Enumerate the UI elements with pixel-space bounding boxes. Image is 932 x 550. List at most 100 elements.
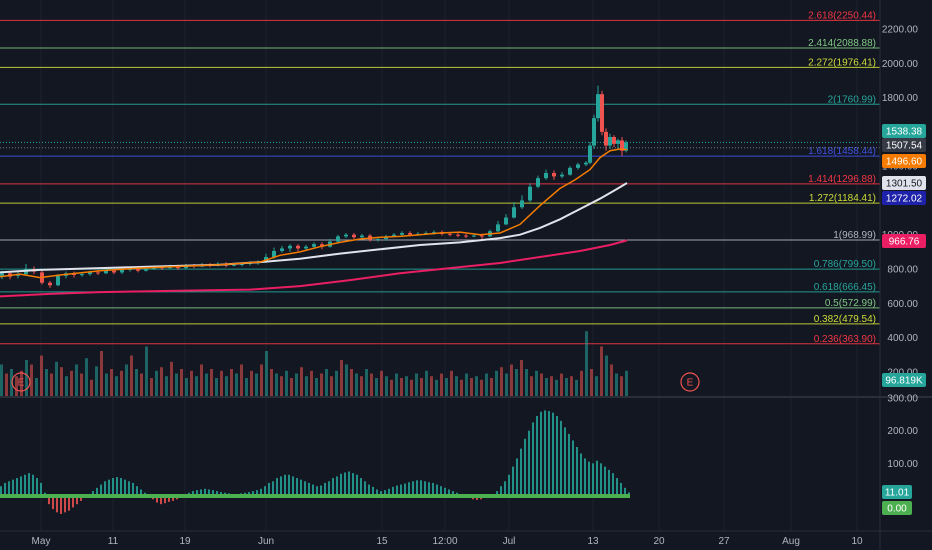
volume-bar (465, 373, 468, 396)
fib-level-label: 0.786(799.50) (814, 259, 876, 270)
oscillator-bar (396, 485, 398, 496)
volume-bar (20, 370, 23, 396)
volume-bar (280, 376, 283, 396)
volume-bar (180, 369, 183, 396)
volume-bar (215, 378, 218, 396)
fib-level-label: 0.5(572.99) (825, 298, 876, 309)
volume-bar (205, 373, 208, 396)
oscillator-bar (364, 481, 366, 496)
price-axis-label: 600.00 (887, 299, 918, 310)
time-axis-label: 11 (108, 536, 119, 547)
volume-bar (35, 378, 38, 396)
oscillator-bar (436, 484, 438, 496)
oscillator-bar (428, 482, 430, 496)
volume-bar (525, 369, 528, 396)
candle-body (312, 244, 316, 247)
oscillator-bar (576, 447, 578, 496)
volume-bar (5, 373, 8, 396)
time-axis-label: 27 (718, 536, 730, 547)
oscillator-bar (100, 484, 102, 496)
price-axis-label: 1800.00 (882, 93, 919, 104)
candle-body (596, 94, 600, 119)
volume-bar (590, 369, 593, 396)
oscillator-bar (584, 458, 586, 496)
oscillator-bar (444, 487, 446, 496)
candle-body (456, 234, 460, 236)
price-badge (882, 176, 926, 190)
oscillator-bar (504, 481, 506, 496)
volume-bar (365, 369, 368, 396)
volume-bar (375, 378, 378, 396)
volume-bar (60, 367, 63, 396)
candle-body (136, 269, 140, 271)
volume-bar (360, 376, 363, 396)
price-badge-label: 1507.54 (886, 141, 923, 152)
volume-bar (610, 364, 613, 396)
volume-bar (510, 364, 513, 396)
volume-bar (555, 379, 558, 396)
volume-bar (85, 358, 88, 396)
oscillator-bar (624, 487, 626, 496)
oscillator-bar (524, 438, 526, 496)
candle-body (588, 145, 592, 163)
oscillator-bar (408, 482, 410, 496)
price-badge (882, 154, 926, 168)
candle-body (592, 118, 596, 146)
earnings-marker[interactable]: E (11, 372, 31, 392)
oscillator-bar (204, 488, 206, 496)
oscillator-bar (164, 496, 166, 504)
oscillator-bar (260, 488, 262, 496)
volume-bar (345, 364, 348, 396)
oscillator-bar (348, 471, 350, 496)
oscillator-bar (404, 483, 406, 496)
candle-body (376, 239, 380, 240)
earnings-marker[interactable]: E (680, 372, 700, 392)
price-badge-label: 96.819K (885, 376, 923, 387)
fib-level-label: 0.618(666.45) (814, 282, 876, 293)
volume-bar (115, 376, 118, 396)
oscillator-bar (548, 411, 550, 496)
ema-fast-line (0, 148, 628, 279)
volume-bar (615, 373, 618, 396)
oscillator-bar (448, 489, 450, 496)
candle-body (336, 236, 340, 242)
volume-bar (285, 370, 288, 396)
volume-bar (350, 369, 353, 396)
oscillator-bar (0, 486, 2, 496)
volume-bar (225, 376, 228, 396)
oscillator-bar (596, 460, 598, 496)
candle-body (392, 234, 396, 237)
volume-bar (145, 346, 148, 396)
oscillator-bar (68, 496, 70, 511)
price-badge (882, 234, 926, 248)
candle-body (232, 264, 236, 266)
oscillator-bar (12, 479, 14, 496)
volume-bar (330, 376, 333, 396)
candle-body (512, 207, 516, 218)
oscillator-bar (432, 482, 434, 496)
oscillator-bar (112, 478, 114, 496)
oscillator-bar (392, 486, 394, 496)
oscillator-bar (280, 476, 282, 496)
fib-level-label: 0.382(479.54) (814, 314, 876, 325)
oscillator-bar (292, 476, 294, 496)
fib-level-label: 2(1760.99) (828, 94, 876, 105)
oscillator-bar (612, 473, 614, 496)
earnings-marker-circle (680, 372, 700, 392)
volume-bar (485, 373, 488, 396)
ema-long-line (0, 239, 628, 298)
time-axis-label: 12:00 (432, 536, 457, 547)
volume-bar (30, 364, 33, 396)
candle-body (240, 263, 244, 265)
volume-bar (310, 370, 313, 396)
oscillator-bar (412, 481, 414, 496)
oscillator-bar (252, 491, 254, 496)
oscillator-bar (132, 482, 134, 496)
candle-body (432, 232, 436, 234)
time-axis-label: 20 (653, 536, 665, 547)
candle-body (552, 173, 556, 177)
oscillator-bar (452, 491, 454, 496)
